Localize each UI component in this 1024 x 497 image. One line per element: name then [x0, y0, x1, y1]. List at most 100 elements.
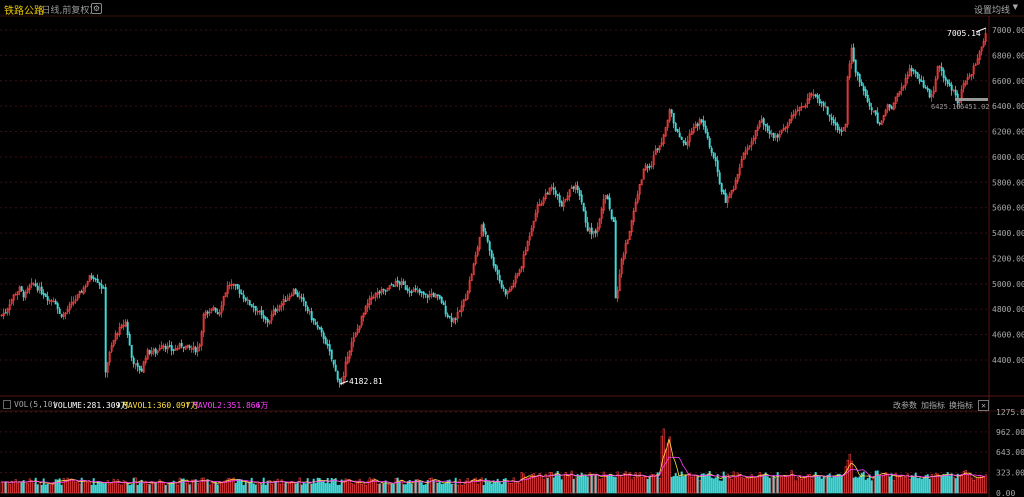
volume-bar: [956, 473, 959, 494]
candle-body: [580, 194, 583, 203]
candle-body: [544, 193, 547, 200]
candle-body: [330, 349, 333, 360]
candle-body: [228, 284, 231, 287]
candle: [926, 85, 929, 93]
volume-bar: [832, 475, 835, 494]
candle-body: [550, 186, 553, 189]
candle-body: [354, 332, 357, 338]
security-name[interactable]: 铁路公路: [4, 6, 44, 17]
candle-body: [766, 125, 769, 131]
volume-bar: [816, 475, 819, 494]
candle-body: [264, 316, 267, 320]
candle-body: [702, 120, 705, 127]
candle-body: [140, 368, 143, 372]
candle-body: [252, 306, 255, 308]
volume-bar: [392, 483, 395, 494]
panel-toggle-icon[interactable]: [3, 400, 11, 409]
candle-body: [686, 141, 689, 146]
volume-bar: [190, 479, 193, 494]
close-icon[interactable]: ✕: [978, 400, 989, 411]
candle: [668, 108, 671, 123]
candle: [64, 311, 67, 320]
candle: [154, 347, 157, 357]
candle: [770, 129, 773, 137]
volume-bar: [760, 474, 763, 494]
candle: [794, 108, 797, 119]
candle: [548, 187, 551, 195]
candle-body: [318, 326, 321, 330]
candle-body: [246, 299, 249, 301]
volume-bar: [46, 483, 49, 494]
candle: [396, 276, 399, 288]
candle: [862, 83, 865, 96]
candle-body: [296, 292, 299, 297]
candle-body: [586, 222, 589, 231]
candle: [262, 310, 265, 322]
candle-body: [316, 325, 319, 328]
volume-bar: [28, 478, 31, 494]
candle: [128, 331, 131, 346]
candle: [910, 65, 913, 77]
candle-body: [448, 316, 451, 318]
candle-body: [646, 166, 649, 168]
candle: [798, 106, 801, 116]
candle-body: [652, 155, 655, 166]
volume-bar: [706, 473, 709, 494]
candle-body: [476, 247, 479, 256]
candle: [80, 289, 83, 293]
volume-bar: [698, 479, 701, 494]
candle: [212, 305, 215, 312]
candle-body: [250, 304, 253, 307]
mavol1-value: MAVOL1:360.097万: [123, 401, 199, 410]
high-price-label: 7005.14: [947, 29, 981, 38]
vol-indicator-name[interactable]: VOL(5,10): [14, 400, 58, 409]
add-indicator-button[interactable]: 加指标: [921, 401, 945, 410]
candle-body: [872, 110, 875, 113]
candle-body: [982, 41, 985, 47]
candle-body: [654, 149, 657, 156]
candle-body: [418, 289, 421, 294]
candle: [924, 84, 927, 89]
volume-bar: [442, 483, 445, 494]
candle: [890, 105, 893, 110]
volume-bar: [424, 484, 427, 494]
candle: [246, 296, 249, 305]
candle-body: [128, 334, 131, 346]
candle: [608, 193, 611, 211]
candle-body: [308, 311, 311, 313]
gear-icon[interactable]: ⚙: [91, 3, 102, 14]
volume-bar: [662, 428, 665, 494]
candle: [616, 286, 619, 303]
volume-bar: [656, 472, 659, 494]
candle-body: [634, 201, 637, 212]
candle-body: [96, 278, 99, 283]
candle-body: [610, 209, 613, 219]
candle: [114, 330, 117, 344]
candle-body: [100, 284, 103, 289]
candle-body: [632, 210, 635, 223]
candle: [2, 308, 5, 320]
change-params-button[interactable]: 改参数: [893, 401, 917, 410]
volume-bar: [122, 480, 125, 494]
candle-body: [636, 194, 639, 203]
volume-bar: [712, 478, 715, 494]
candle-body: [84, 285, 87, 288]
chevron-down-icon[interactable]: ▼: [1012, 3, 1018, 11]
volume-bar: [828, 473, 831, 494]
ma-settings-button[interactable]: 设置均线: [973, 6, 1010, 16]
volume-bar: [172, 480, 175, 494]
candle: [650, 161, 653, 170]
candle: [760, 115, 763, 124]
candle-body: [68, 304, 71, 311]
volume-bar: [20, 481, 23, 494]
candle: [98, 281, 101, 290]
candle: [388, 285, 391, 291]
candle-body: [706, 132, 709, 139]
switch-indicator-button[interactable]: 换指标: [949, 401, 973, 410]
candle: [130, 344, 133, 362]
candle-body: [388, 285, 391, 289]
volume-bar: [218, 481, 221, 494]
volume-bar: [350, 483, 353, 494]
volume-bar: [668, 436, 671, 494]
